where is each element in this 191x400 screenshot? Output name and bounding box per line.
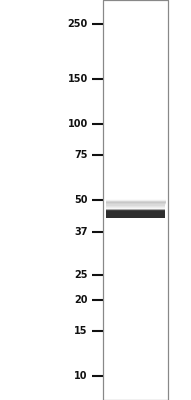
- Bar: [106, 206, 165, 207]
- Bar: [106, 207, 165, 208]
- Text: 50: 50: [74, 194, 88, 204]
- Bar: [106, 202, 165, 203]
- Bar: [103, 0, 168, 400]
- Text: 25: 25: [74, 270, 88, 280]
- Bar: [106, 205, 165, 206]
- Bar: [106, 204, 165, 205]
- Bar: [106, 206, 165, 207]
- Bar: [106, 208, 165, 209]
- Text: 37: 37: [74, 228, 88, 238]
- Bar: [103, 0, 168, 400]
- Text: 75: 75: [74, 150, 88, 160]
- Bar: [106, 209, 165, 211]
- Text: 150: 150: [68, 74, 88, 84]
- Bar: [106, 208, 165, 209]
- Text: 100: 100: [68, 119, 88, 129]
- Bar: [106, 207, 165, 208]
- Text: 20: 20: [74, 295, 88, 305]
- Text: 15: 15: [74, 326, 88, 336]
- Bar: [106, 202, 165, 203]
- Text: 250: 250: [68, 18, 88, 28]
- Bar: [106, 204, 165, 205]
- Bar: [106, 203, 165, 204]
- Bar: [106, 205, 165, 206]
- Bar: [106, 203, 165, 204]
- Bar: [106, 210, 165, 218]
- Text: 10: 10: [74, 370, 88, 380]
